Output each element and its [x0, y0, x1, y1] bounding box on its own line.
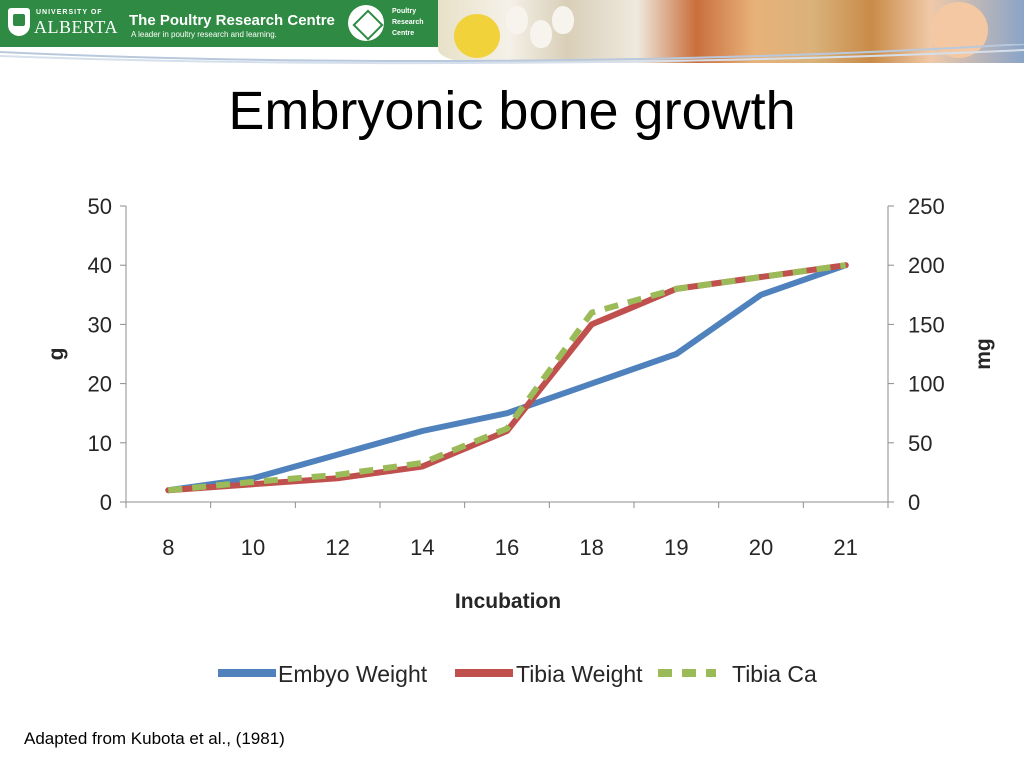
- x-tick-label: 20: [749, 535, 773, 560]
- centre-small-line-3: Centre: [392, 30, 415, 37]
- x-tick-label: 18: [579, 535, 603, 560]
- y-tick-label-left: 50: [88, 194, 112, 219]
- legend-label-2: Tibia Weight: [516, 661, 643, 687]
- legend-label-1: Embyo Weight: [278, 661, 428, 687]
- centre-small-line-1: Poultry: [392, 8, 417, 15]
- y-tick-label-left: 30: [88, 312, 112, 337]
- x-tick-label: 21: [833, 535, 857, 560]
- egg-photo: [552, 6, 574, 34]
- x-tick-label: 16: [495, 535, 519, 560]
- x-tick-label: 12: [325, 535, 349, 560]
- x-tick-label: 14: [410, 535, 434, 560]
- x-tick-label: 8: [162, 535, 174, 560]
- y-tick-label-right: 0: [908, 490, 920, 515]
- series-line-1: [165, 262, 849, 494]
- y-tick-label-right: 200: [908, 253, 945, 278]
- y-axis-title-left: g: [45, 348, 68, 361]
- line-chart: 0 10 20 30 40 50 0 50 100 150 200 250 8 10 12 14 16 18 19 2…: [45, 194, 995, 687]
- y-tick-label-left: 10: [88, 431, 112, 456]
- source-footnote: Adapted from Kubota et al., (1981): [24, 729, 285, 748]
- y-tick-label-left: 0: [100, 490, 112, 515]
- series-line-3: [168, 262, 847, 494]
- x-tick-label: 19: [664, 535, 688, 560]
- university-crest-icon: [8, 8, 30, 36]
- y-tick-label-right: 100: [908, 372, 945, 397]
- university-small-label: UNIVERSITY OF: [36, 9, 103, 16]
- y-tick-label-left: 40: [88, 253, 112, 278]
- series-line-2: [165, 262, 849, 494]
- header-banner: UNIVERSITY OF ALBERTA The Poultry Resear…: [0, 0, 1024, 65]
- y-tick-label-right: 50: [908, 431, 932, 456]
- slide-title: Embryonic bone growth: [228, 81, 796, 141]
- header-green-band: UNIVERSITY OF ALBERTA The Poultry Resear…: [0, 0, 438, 47]
- header-swoosh: [0, 44, 1024, 65]
- centre-name: The Poultry Research Centre: [129, 12, 335, 29]
- centre-tagline: A leader in poultry research and learnin…: [131, 30, 277, 39]
- y-tick-label-right: 250: [908, 194, 945, 219]
- university-name: ALBERTA: [34, 17, 118, 37]
- centre-small-line-2: Research: [392, 19, 424, 26]
- x-tick-label: 10: [241, 535, 265, 560]
- y-tick-label-right: 150: [908, 312, 945, 337]
- egg-photo: [530, 20, 552, 48]
- y-tick-label-left: 20: [88, 372, 112, 397]
- egg-photo: [506, 6, 528, 34]
- chick-photo: [454, 14, 500, 58]
- legend-label-3: Tibia Ca: [732, 661, 817, 687]
- y-axis-title-right: mg: [972, 338, 995, 370]
- x-axis-title: Incubation: [455, 590, 561, 613]
- maple-leaf-logo-icon: [348, 5, 384, 41]
